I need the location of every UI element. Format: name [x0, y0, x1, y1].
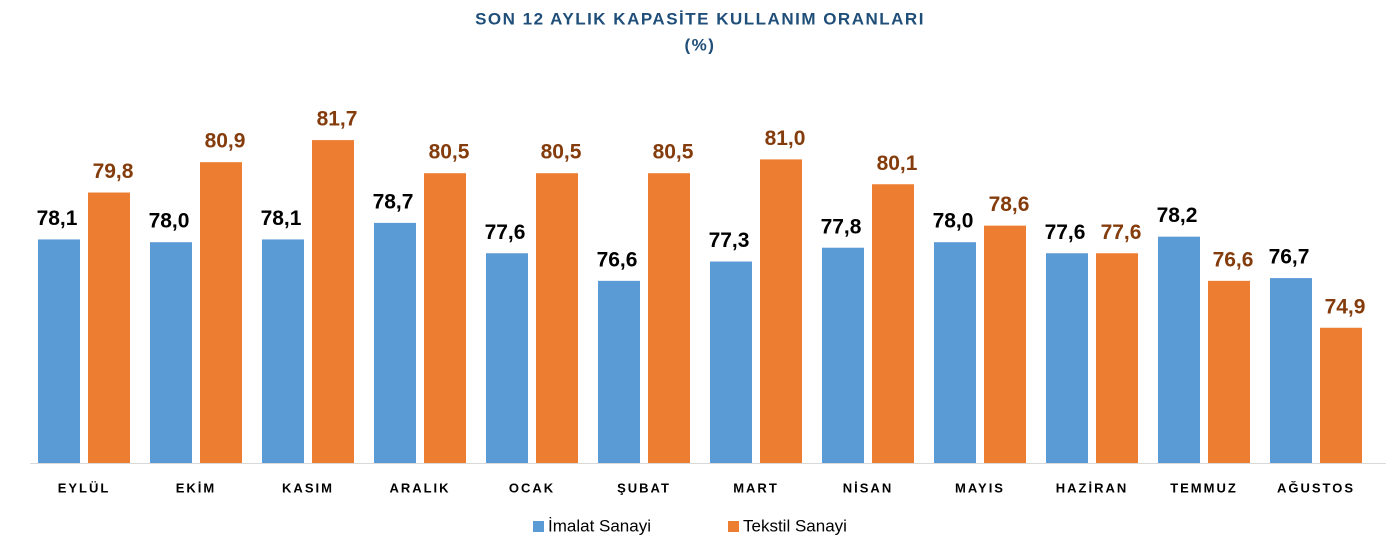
bar	[1270, 278, 1312, 463]
bar	[760, 159, 802, 463]
bar	[424, 173, 466, 463]
bar	[872, 184, 914, 464]
bar	[648, 173, 690, 463]
x-tick-label: MART	[733, 480, 779, 495]
x-tick-label: MAYIS	[955, 480, 1005, 495]
x-tick-label: ARALIK	[389, 480, 450, 495]
bar	[1096, 253, 1138, 463]
bar	[710, 261, 752, 463]
x-tick-label: ŞUBAT	[617, 480, 671, 495]
value-label: 80,5	[653, 141, 694, 164]
value-label: 78,7	[373, 190, 414, 213]
value-label: 76,6	[1213, 248, 1254, 271]
bar	[1158, 236, 1200, 463]
value-label: 76,7	[1269, 246, 1310, 269]
value-label: 80,5	[541, 141, 582, 164]
bar	[312, 140, 354, 463]
value-label: 78,0	[933, 210, 974, 233]
value-label: 77,6	[485, 221, 526, 244]
bar	[262, 239, 304, 463]
bar	[536, 173, 578, 463]
legend-label: Tekstil Sanayi	[743, 516, 847, 535]
value-label: 80,5	[429, 141, 470, 164]
bar	[38, 239, 80, 463]
value-label: 74,9	[1325, 295, 1366, 318]
value-label: 77,6	[1045, 221, 1086, 244]
bar	[1208, 280, 1250, 463]
legend-swatch	[728, 521, 739, 532]
bar	[150, 242, 192, 463]
value-label: 78,6	[989, 193, 1030, 216]
x-tick-label: EKİM	[176, 480, 217, 495]
x-tick-label: HAZİRAN	[1056, 480, 1129, 495]
value-label: 79,8	[93, 160, 134, 183]
value-label: 76,6	[597, 248, 638, 271]
value-label: 77,6	[1101, 221, 1142, 244]
bar	[598, 280, 640, 463]
x-tick-label: EYLÜL	[58, 480, 111, 495]
x-tick-label: KASIM	[282, 480, 334, 495]
legend-label: İmalat Sanayi	[548, 516, 651, 535]
bar	[374, 222, 416, 463]
bar	[984, 225, 1026, 463]
chart-title: SON 12 AYLIK KAPASİTE KULLANIM ORANLARI	[475, 9, 925, 28]
value-label: 80,9	[205, 130, 246, 153]
bar	[822, 247, 864, 463]
chart-subtitle: (%)	[685, 35, 716, 54]
bar	[1320, 327, 1362, 463]
bar	[1046, 253, 1088, 463]
value-label: 80,1	[877, 152, 918, 175]
bar	[934, 242, 976, 463]
bar	[88, 192, 130, 463]
x-tick-label: NİSAN	[843, 480, 893, 495]
legend-swatch	[533, 521, 544, 532]
bar	[486, 253, 528, 463]
value-label: 78,2	[1157, 204, 1198, 227]
value-label: 77,8	[821, 215, 862, 238]
bar	[200, 162, 242, 463]
x-tick-label: OCAK	[509, 480, 555, 495]
x-tick-label: TEMMUZ	[1170, 480, 1238, 495]
value-label: 77,3	[709, 229, 750, 252]
value-label: 78,0	[149, 210, 190, 233]
x-tick-label: AĞUSTOS	[1277, 480, 1355, 495]
value-label: 81,0	[765, 127, 806, 150]
value-label: 81,7	[317, 108, 358, 131]
value-label: 78,1	[37, 207, 78, 230]
value-label: 78,1	[261, 207, 302, 230]
